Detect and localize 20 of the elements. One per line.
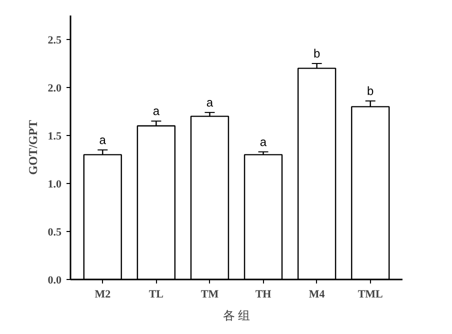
x-tick-label: TML (358, 288, 383, 300)
y-tick-label: 2.5 (48, 34, 62, 46)
y-tick-label: 2.0 (48, 82, 62, 94)
x-axis-title: 各 组 (223, 308, 250, 322)
y-tick-label: 0.0 (48, 274, 62, 286)
y-tick-label: 1.0 (48, 178, 62, 190)
y-axis-title: GOT/GPT (26, 120, 40, 175)
y-tick-label: 0.5 (48, 226, 62, 238)
annotation: a (99, 132, 106, 147)
annotation: b (313, 46, 320, 60)
x-tick-label: M2 (94, 288, 112, 300)
annotation: a (152, 104, 160, 118)
annotation: b (367, 84, 374, 98)
annotation: a (206, 95, 214, 110)
annotation: a (260, 134, 267, 149)
y-tick-label: 1.5 (48, 130, 62, 142)
x-tick-label: TL (148, 288, 164, 300)
x-tick-label: M4 (308, 288, 326, 300)
x-tick-label: TM (200, 288, 220, 300)
x-tick-label: TH (255, 288, 272, 300)
